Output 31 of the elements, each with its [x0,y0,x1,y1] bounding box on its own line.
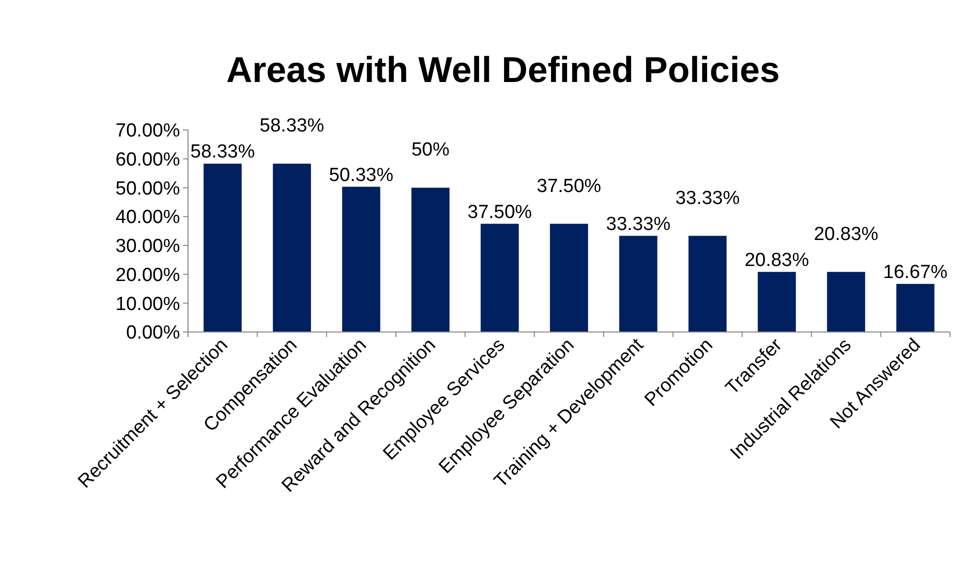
data-label: 20.83% [744,250,810,271]
y-tick-label: 70.00% [116,120,180,142]
bar [342,186,380,332]
bar [480,224,519,332]
bar [688,236,727,332]
y-tick-label: 50.00% [116,178,180,200]
chart-title: Areas with Well Defined Policies [226,49,780,90]
bar [550,224,588,332]
y-tick-label: 20.00% [116,264,180,286]
data-label: 58.33% [260,116,324,137]
data-label: 20.83% [814,224,878,245]
bar [619,236,658,332]
y-tick-label: 0.00% [126,322,180,344]
y-tick-label: 40.00% [116,207,180,228]
bar [411,188,450,332]
bar [827,272,866,332]
data-label: 37.50% [536,176,602,197]
bar [896,284,934,332]
data-label: 50% [411,140,450,161]
data-label: 16.67% [883,262,948,283]
y-tick-label: 30.00% [116,236,180,258]
bar [758,272,796,332]
bar [204,164,242,332]
data-label: 33.33% [675,188,740,209]
y-tick-label: 10.00% [116,294,180,315]
data-label: 50.33% [328,164,394,186]
bar [272,164,311,332]
data-label: 33.33% [606,214,671,235]
data-label: 37.50% [468,202,532,223]
data-label: 58.33% [190,142,255,163]
y-tick-label: 60.00% [116,150,180,171]
